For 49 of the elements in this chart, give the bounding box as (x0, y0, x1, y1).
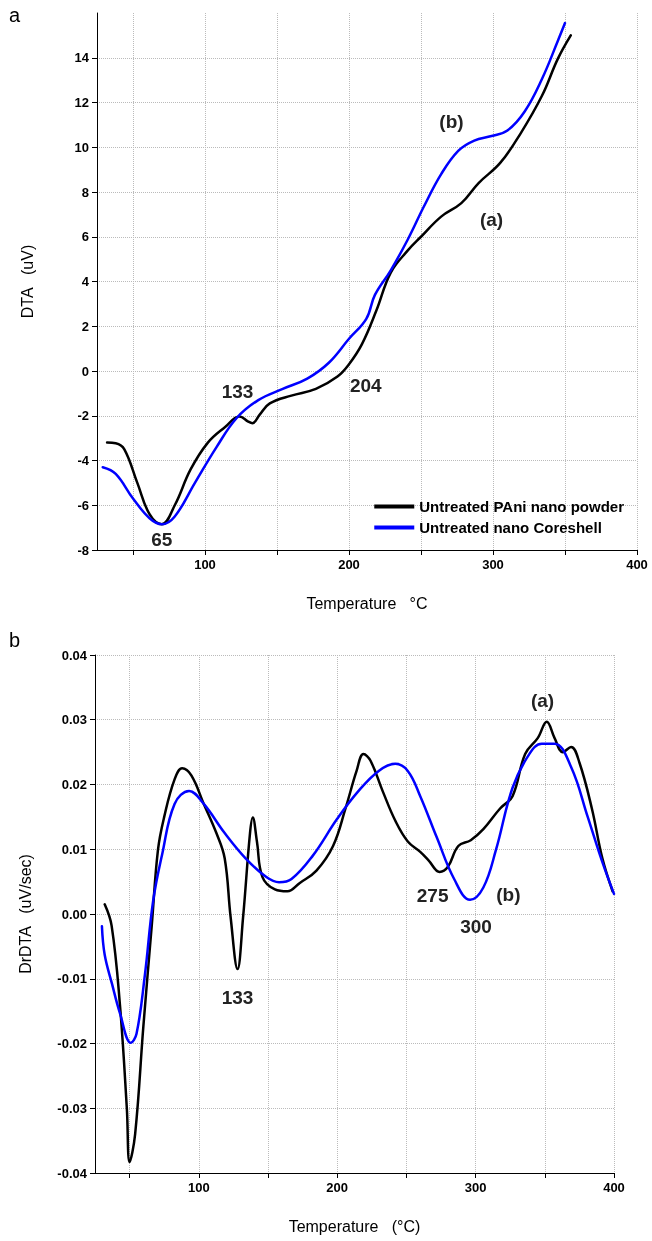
y-tick-label: 0.02 (61, 777, 87, 792)
x-tick-label: 200 (338, 557, 360, 572)
chart-title: a (9, 4, 21, 26)
y-axis-title: DTA (uV) (18, 244, 36, 319)
legend-label: Untreated nano Coreshell (419, 519, 602, 536)
annotation: 133 (221, 986, 254, 1008)
y-tick-label: 4 (81, 274, 90, 289)
x-axis-title: Temperature (°C) (288, 1217, 421, 1235)
y-tick-label: 0.03 (61, 712, 87, 728)
y-axis-title: DrDTA (uV/sec) (16, 854, 34, 974)
y-tick-label: -0.04 (57, 1165, 88, 1181)
y-tick-label: 0 (81, 363, 89, 379)
y-tick-label: 0.00 (61, 906, 87, 922)
annotation: 300 (460, 916, 492, 938)
y-tick-label: -8 (77, 542, 89, 558)
x-tick-label: 300 (464, 1180, 487, 1195)
annotation: (a) (530, 690, 555, 712)
line-series (100, 742, 616, 1045)
y-tick-label: 12 (74, 95, 89, 110)
x-tick-label: 100 (187, 1180, 210, 1195)
x-tick-label: 400 (626, 557, 648, 572)
chart-title: b (9, 629, 21, 651)
annotation: 204 (349, 374, 383, 396)
annotation: 65 (151, 528, 173, 550)
y-tick-label: 14 (74, 50, 90, 66)
y-tick-label: 2 (81, 318, 89, 334)
annotation: 133 (221, 380, 254, 402)
x-tick-label: 200 (326, 1180, 349, 1195)
legend-label: Untreated PAni nano powder (419, 498, 625, 515)
y-tick-label: -2 (77, 408, 89, 424)
x-axis-title: Temperature °C (306, 594, 428, 612)
x-tick-label: 300 (482, 557, 504, 572)
y-tick-label: 8 (81, 184, 89, 200)
y-tick-label: -4 (77, 453, 90, 468)
y-tick-label: -6 (77, 497, 89, 513)
y-tick-label: 6 (81, 229, 89, 245)
y-tick-label: 0.04 (61, 647, 88, 663)
annotation: (b) (439, 111, 464, 133)
line-series (103, 720, 614, 1164)
y-tick-label: 0.01 (61, 841, 87, 857)
annotation: (a) (479, 208, 504, 230)
annotation: 275 (416, 885, 449, 907)
y-tick-label: 10 (74, 139, 89, 155)
annotation: (b) (496, 883, 521, 905)
y-tick-label: -0.02 (57, 1036, 87, 1051)
x-tick-label: 400 (603, 1180, 625, 1195)
x-tick-label: 100 (194, 557, 216, 572)
y-tick-label: -0.01 (57, 971, 87, 987)
y-tick-label: -0.03 (57, 1100, 87, 1116)
